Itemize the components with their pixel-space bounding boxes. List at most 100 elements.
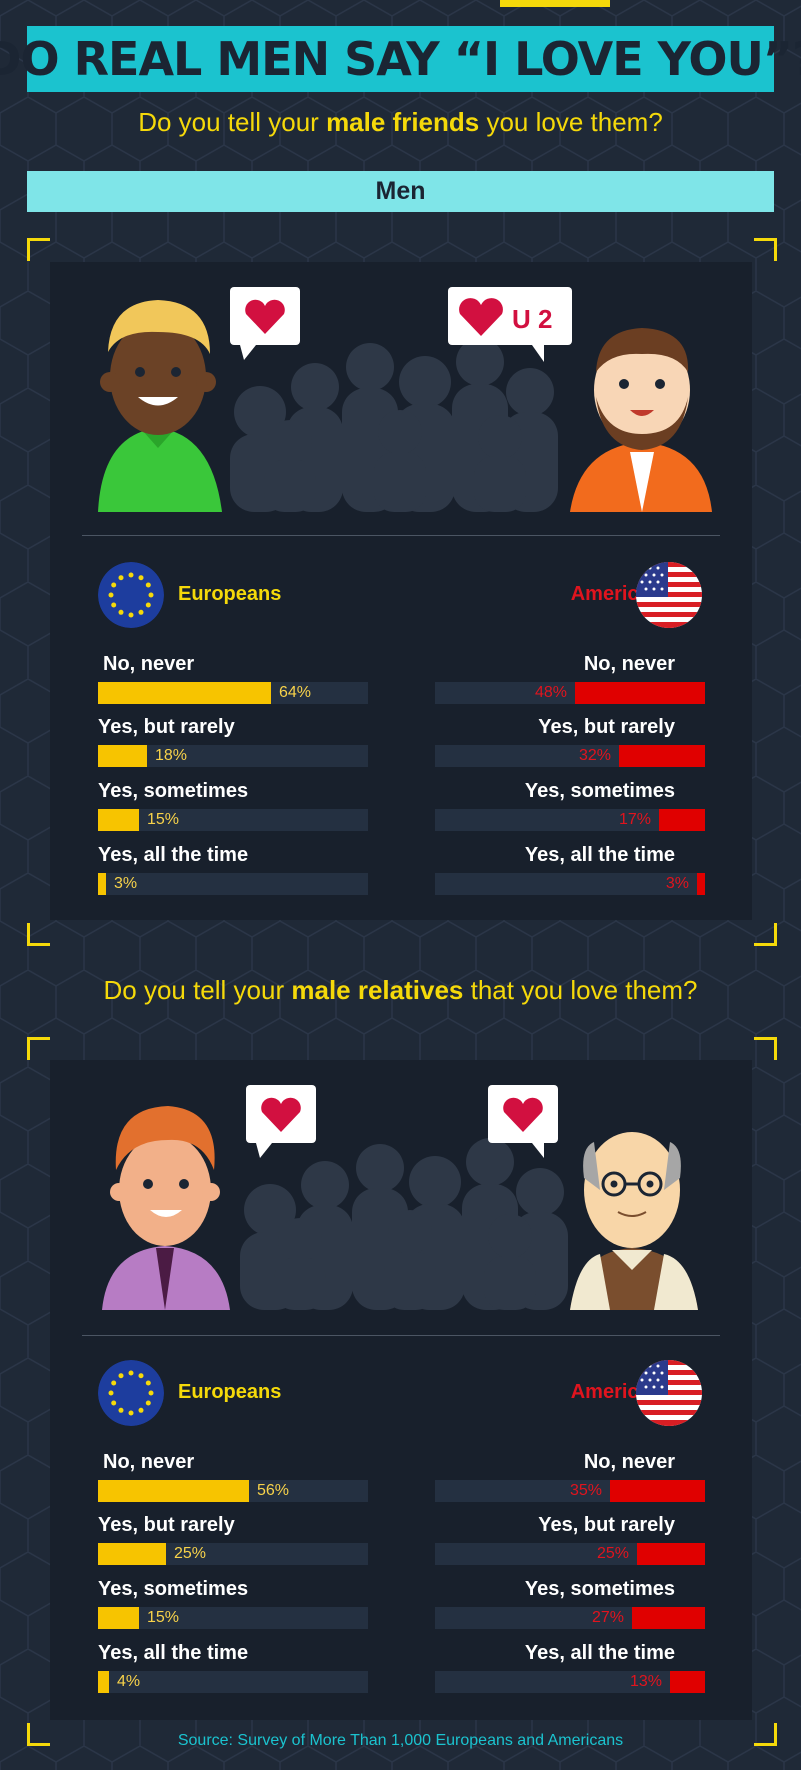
eu-bar-value: 4% <box>117 1673 141 1690</box>
us-bar <box>697 873 705 895</box>
source-note: Source: Survey of More Than 1,000 Europe… <box>177 1732 624 1749</box>
friends-illustration: U 2 <box>98 287 712 512</box>
us-label-no-never: No, never <box>583 653 675 675</box>
us-bar-track: 32% <box>435 745 705 767</box>
eu-flag-icon <box>98 1360 164 1426</box>
relatives-panel: Europeans Americans No, never No, never … <box>50 1060 752 1720</box>
question-relatives: Do you tell your male relatives that you… <box>0 975 801 1006</box>
eu-bar-value: 56% <box>257 1482 290 1499</box>
men-banner: Men <box>27 171 774 212</box>
us-bar-value: 35% <box>569 1482 602 1499</box>
us-bar-track: 13% <box>435 1671 705 1693</box>
eu-label-rarely: Yes, but rarely <box>98 1514 235 1536</box>
eu-bar-track: 15% <box>98 1607 368 1629</box>
blonde-man-character <box>98 300 222 512</box>
eu-label-sometimes: Yes, sometimes <box>98 780 249 802</box>
corner-bracket <box>754 923 777 946</box>
speech-bubble-icon <box>488 1085 558 1158</box>
corner-bracket <box>754 238 777 261</box>
us-bar <box>670 1671 705 1693</box>
eu-bar-value: 15% <box>147 1609 180 1626</box>
eu-bar-value: 25% <box>174 1545 207 1562</box>
eu-bar <box>98 1671 109 1693</box>
question-friends-pre: Do you tell your <box>138 107 327 137</box>
us-bar-track: 48% <box>435 682 705 704</box>
us-bar <box>637 1543 705 1565</box>
eu-bar-track: 64% <box>98 682 368 704</box>
redhead-man-character <box>102 1106 230 1310</box>
bald-old-man-character <box>570 1132 698 1310</box>
corner-bracket <box>27 923 50 946</box>
us-label-no-never: No, never <box>583 1451 675 1473</box>
relatives-illustration <box>102 1085 698 1310</box>
eu-bar-value: 18% <box>155 747 188 764</box>
eu-bar-track: 18% <box>98 745 368 767</box>
eu-bar <box>98 1480 249 1502</box>
eu-bar <box>98 745 147 767</box>
eu-label-all-time: Yes, all the time <box>98 1642 249 1664</box>
europeans-label: Europeans <box>178 583 282 605</box>
eu-bar-track: 4% <box>98 1671 368 1693</box>
us-label-all-time: Yes, all the time <box>524 1642 675 1664</box>
eu-label-no-never: No, never <box>103 653 195 675</box>
us-bar <box>619 745 705 767</box>
us-label-sometimes: Yes, sometimes <box>524 780 675 802</box>
us-flag-icon <box>636 1360 702 1426</box>
question-friends-post: you love them? <box>479 107 663 137</box>
us-bar-track: 35% <box>435 1480 705 1502</box>
us-bar-track: 3% <box>435 873 705 895</box>
question-relatives-pre: Do you tell your <box>103 975 292 1005</box>
us-bar-track: 25% <box>435 1543 705 1565</box>
title-banner: DO REAL MEN SAY “I LOVE YOU”? <box>0 26 801 92</box>
europeans-label: Europeans <box>178 1381 282 1403</box>
question-friends-bold: male friends <box>326 107 480 137</box>
eu-bar-track: 56% <box>98 1480 368 1502</box>
corner-bracket <box>27 1037 50 1060</box>
us-bar <box>575 682 705 704</box>
us-bar-value: 3% <box>665 875 689 892</box>
friends-panel: U 2 Europeans Americans <box>50 262 752 920</box>
us-label-sometimes: Yes, sometimes <box>524 1578 675 1600</box>
us-flag-icon <box>636 562 702 628</box>
divider <box>82 1335 720 1336</box>
corner-bracket <box>27 238 50 261</box>
us-bar <box>659 809 705 831</box>
eu-bar <box>98 682 271 704</box>
eu-bar <box>98 1543 166 1565</box>
heart-icon <box>245 299 285 334</box>
crowd-silhouette <box>230 338 558 512</box>
heart-icon <box>503 1097 543 1132</box>
eu-bar-track: 3% <box>98 873 368 895</box>
us-bar-value: 32% <box>578 747 611 764</box>
eu-bar <box>98 1607 139 1629</box>
us-bar-value: 25% <box>596 1545 629 1562</box>
page-title: DO REAL MEN SAY “I LOVE YOU”? <box>0 32 801 86</box>
divider <box>82 535 720 536</box>
eu-bar <box>98 873 106 895</box>
us-label-rarely: Yes, but rarely <box>538 1514 675 1536</box>
heart-icon <box>261 1097 301 1132</box>
us-bar-value: 13% <box>629 1673 662 1690</box>
us-bar <box>632 1607 705 1629</box>
eu-bar-track: 15% <box>98 809 368 831</box>
speech-bubble-icon <box>246 1085 316 1158</box>
eu-bar-value: 3% <box>114 875 138 892</box>
question-relatives-post: that you love them? <box>463 975 698 1005</box>
us-label-all-time: Yes, all the time <box>524 844 675 866</box>
eu-bar-value: 15% <box>147 811 180 828</box>
eu-label-rarely: Yes, but rarely <box>98 716 235 738</box>
corner-bracket <box>754 1723 777 1746</box>
corner-bracket <box>27 1723 50 1746</box>
bearded-man-character <box>570 328 712 512</box>
speech-bubble-icon: U 2 <box>448 287 572 362</box>
us-bar-track: 27% <box>435 1607 705 1629</box>
eu-bar <box>98 809 139 831</box>
bubble-text: U 2 <box>512 304 552 334</box>
heart-icon <box>459 298 503 336</box>
us-bar-track: 17% <box>435 809 705 831</box>
men-label: Men <box>375 177 426 205</box>
eu-label-sometimes: Yes, sometimes <box>98 1578 249 1600</box>
us-label-rarely: Yes, but rarely <box>538 716 675 738</box>
us-bar-value: 27% <box>591 1609 624 1626</box>
top-accent-bar <box>500 0 610 7</box>
